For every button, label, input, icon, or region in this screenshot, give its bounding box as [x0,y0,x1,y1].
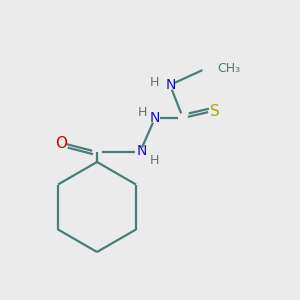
Text: N: N [166,78,176,92]
Text: H: H [149,76,159,88]
Text: H: H [149,154,159,166]
Text: S: S [210,103,220,118]
Text: H: H [137,106,147,118]
Text: N: N [150,111,160,125]
Text: CH₃: CH₃ [217,61,240,74]
Text: O: O [55,136,67,151]
Text: N: N [137,144,147,158]
